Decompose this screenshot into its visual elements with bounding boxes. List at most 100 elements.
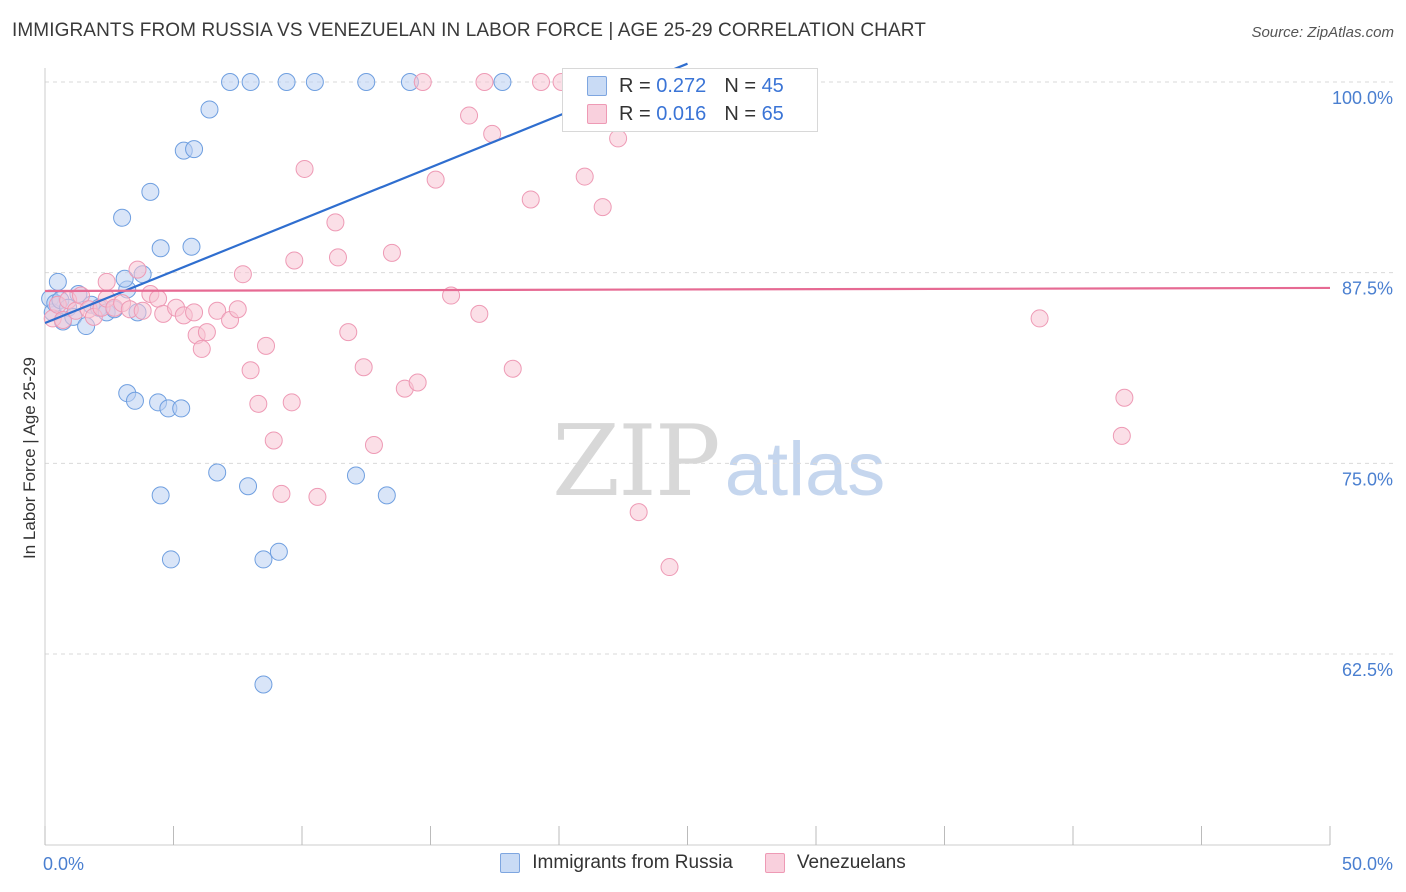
point-russia — [239, 477, 258, 496]
legend-label-venezuelans: Venezuelans — [796, 852, 906, 873]
point-venezuelans — [208, 301, 227, 320]
y-tick-label: 62.5% — [1342, 660, 1393, 680]
point-venezuelans — [382, 243, 401, 262]
stats-legend: R = 0.272 N = 45 R = 0.016 N = 65 — [562, 68, 818, 132]
point-venezuelans — [575, 167, 594, 186]
point-venezuelans — [629, 503, 648, 522]
series-legend: Immigrants from Russia Venezuelans — [0, 852, 1406, 874]
point-venezuelans — [426, 170, 445, 189]
point-russia — [493, 73, 512, 91]
x-tick-label: 0.0% — [43, 854, 84, 874]
point-venezuelans — [609, 129, 628, 148]
point-russia — [182, 237, 201, 256]
legend-r-value-russia: 0.272 — [656, 74, 707, 97]
point-russia — [172, 399, 191, 418]
point-venezuelans — [128, 260, 147, 279]
legend-swatch-venezuelans — [764, 853, 785, 873]
legend-swatch-russia — [500, 853, 521, 873]
point-venezuelans — [241, 361, 260, 380]
y-tick-label: 87.5% — [1342, 279, 1393, 299]
point-venezuelans — [272, 484, 291, 503]
point-venezuelans — [442, 286, 461, 305]
point-venezuelans — [197, 323, 216, 342]
legend-row-russia: R = 0.272 N = 45 — [587, 74, 784, 98]
point-venezuelans — [149, 289, 168, 308]
point-venezuelans — [521, 190, 540, 209]
point-venezuelans — [339, 323, 358, 342]
point-venezuelans — [1115, 388, 1134, 407]
point-venezuelans — [408, 373, 427, 392]
point-russia — [48, 272, 67, 291]
point-russia — [254, 675, 273, 694]
point-russia — [377, 486, 396, 505]
point-russia — [125, 391, 144, 410]
y-tick-label: 100.0% — [1332, 88, 1393, 108]
point-russia — [277, 73, 296, 91]
x-tick-label: 50.0% — [1342, 854, 1393, 874]
point-venezuelans — [532, 73, 551, 91]
point-russia — [241, 73, 260, 91]
trend-line-venezuelans — [44, 286, 1331, 293]
point-venezuelans — [257, 336, 276, 355]
point-venezuelans — [308, 487, 327, 506]
point-venezuelans — [97, 272, 116, 291]
tick-labels: 100.0% 87.5% 75.0% 62.5% 0.0% 50.0% — [43, 88, 1393, 874]
point-venezuelans — [295, 159, 314, 178]
point-russia — [254, 550, 273, 569]
y-tick-label: 75.0% — [1342, 469, 1393, 489]
point-venezuelans — [1030, 309, 1049, 328]
point-venezuelans — [364, 436, 383, 455]
point-russia — [151, 239, 170, 258]
point-russia — [305, 73, 324, 91]
legend-item-russia[interactable]: Immigrants from Russia — [500, 852, 733, 874]
source-label: Source: ZipAtlas.com — [1251, 24, 1394, 41]
point-venezuelans — [593, 198, 612, 217]
point-russia — [200, 100, 219, 119]
legend-row-venezuelans: R = 0.016 N = 65 — [587, 102, 784, 126]
point-venezuelans — [503, 359, 522, 378]
legend-n-label: N = — [724, 74, 762, 97]
chart-title: IMMIGRANTS FROM RUSSIA VS VENEZUELAN IN … — [12, 20, 926, 41]
point-russia — [269, 542, 288, 561]
legend-n-value-venezuelans: 65 — [761, 102, 784, 125]
point-russia — [141, 182, 160, 201]
point-venezuelans — [470, 304, 489, 323]
legend-item-venezuelans[interactable]: Venezuelans — [764, 852, 906, 874]
point-venezuelans — [192, 339, 211, 358]
point-venezuelans — [328, 248, 347, 267]
point-venezuelans — [475, 73, 494, 91]
legend-r-label: R = — [619, 74, 657, 97]
point-russia — [346, 466, 365, 485]
point-russia — [151, 486, 170, 505]
point-venezuelans — [326, 213, 345, 232]
point-venezuelans — [249, 394, 268, 413]
legend-r-label: R = — [619, 102, 657, 125]
point-russia — [113, 208, 132, 227]
point-venezuelans — [233, 265, 252, 284]
point-venezuelans — [460, 106, 479, 125]
point-russia — [185, 140, 204, 159]
point-venezuelans — [1112, 426, 1131, 445]
point-venezuelans — [185, 303, 204, 322]
legend-r-value-venezuelans: 0.016 — [656, 102, 707, 125]
point-venezuelans — [413, 73, 432, 91]
data-points — [41, 73, 1134, 694]
axes — [44, 68, 1331, 846]
point-russia — [208, 463, 227, 482]
point-venezuelans — [282, 393, 301, 412]
point-venezuelans — [660, 558, 679, 577]
legend-swatch-venezuelans — [587, 104, 607, 124]
point-russia — [115, 269, 134, 288]
legend-n-value-russia: 45 — [761, 74, 784, 97]
point-venezuelans — [133, 301, 152, 320]
point-venezuelans — [228, 300, 247, 319]
point-venezuelans — [264, 431, 283, 450]
point-russia — [161, 550, 180, 569]
legend-swatch-russia — [587, 76, 607, 96]
point-russia — [221, 73, 240, 91]
point-venezuelans — [285, 251, 304, 270]
point-venezuelans — [354, 358, 373, 377]
legend-n-label: N = — [724, 102, 762, 125]
point-russia — [357, 73, 376, 91]
